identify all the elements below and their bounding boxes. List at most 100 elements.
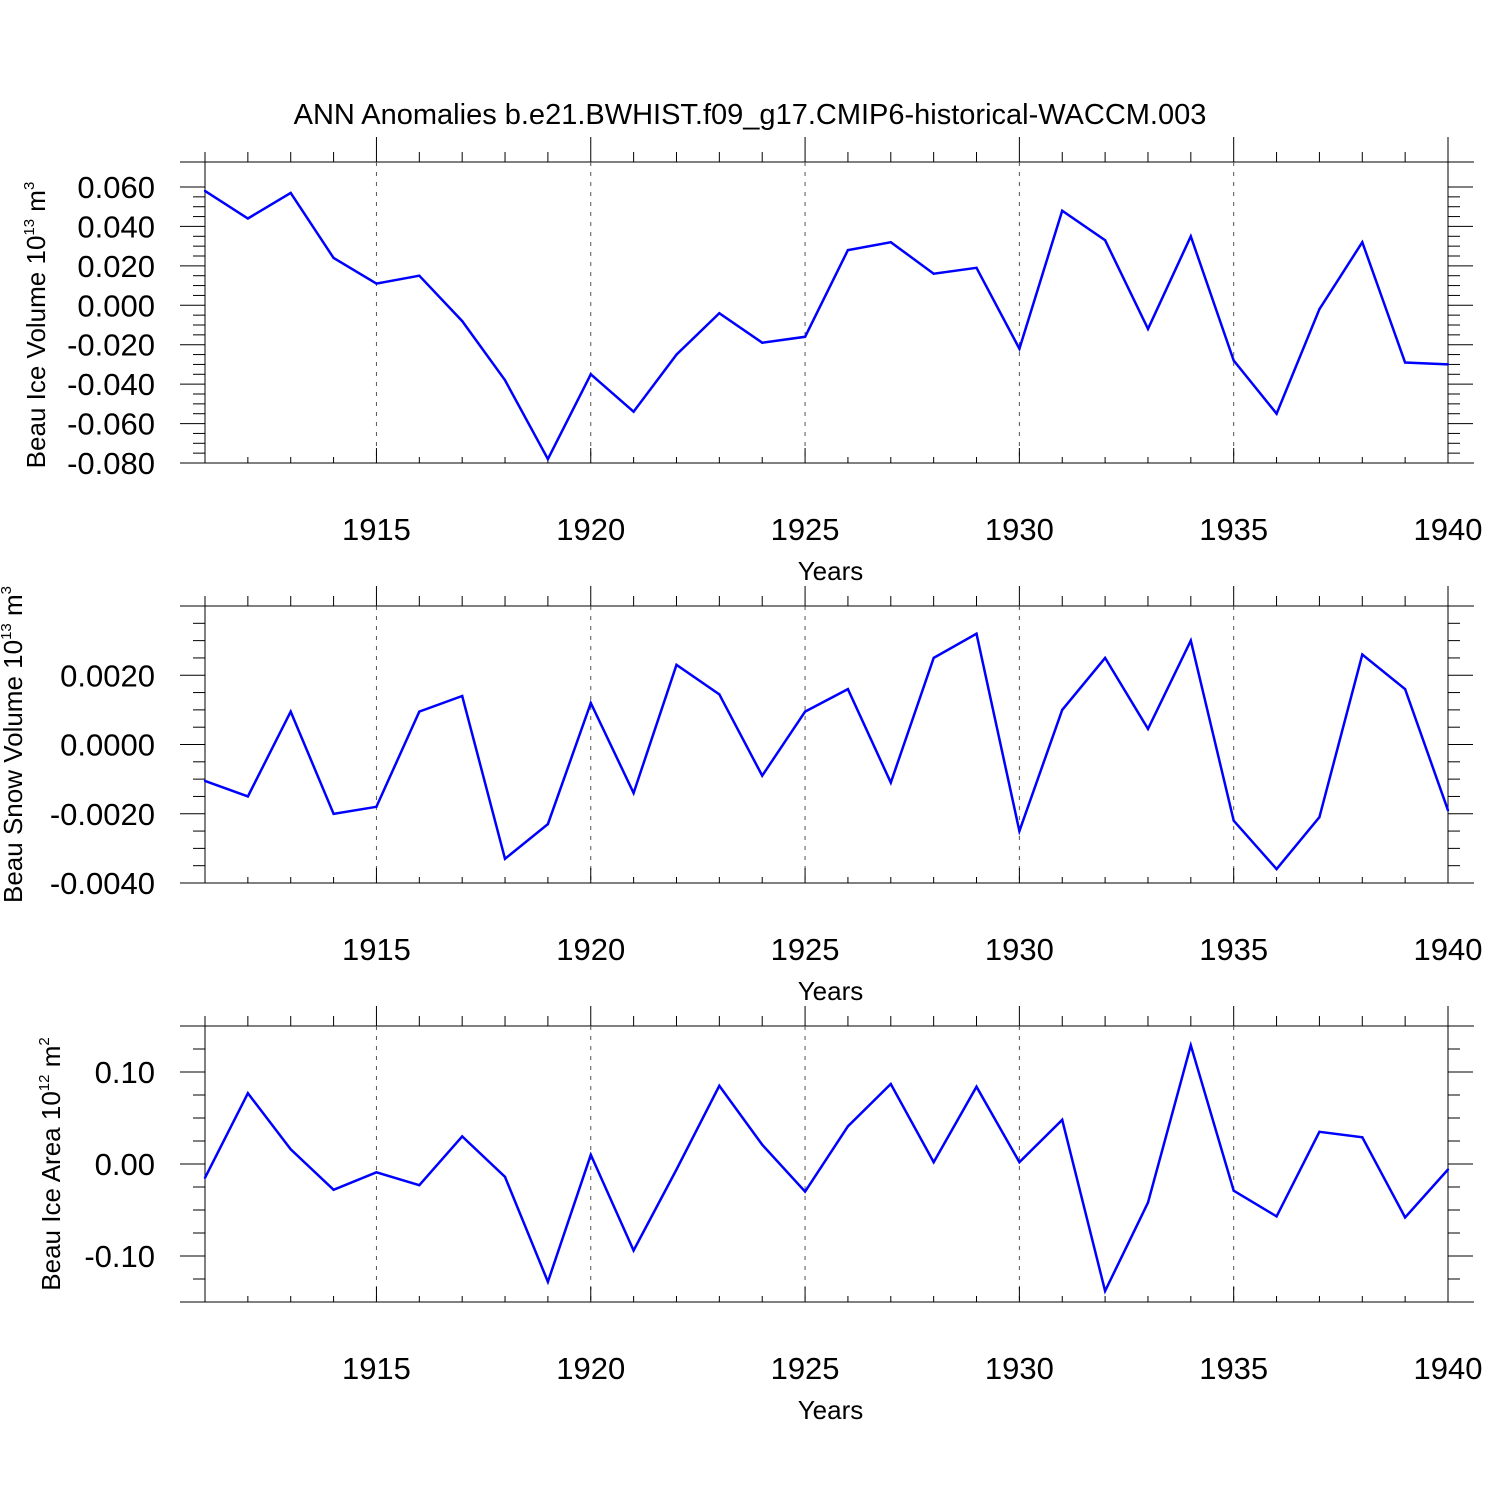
series-line: [203, 1040, 1449, 1295]
x-tick-label: 1935: [1199, 512, 1268, 547]
data-point: [1361, 1136, 1364, 1139]
data-point: [1061, 1118, 1064, 1122]
y-tick-label: 0.00: [95, 1147, 155, 1182]
data-point: [1361, 241, 1364, 244]
y-tick-label: 0.020: [77, 249, 155, 284]
data-point: [203, 1176, 207, 1180]
data-point: [246, 1091, 250, 1095]
panels: -0.080 -0.060 -0.040 -0.020 0.000 0.020 0.040 0…: [0, 137, 1482, 1425]
data-point: [1018, 1160, 1021, 1164]
data-point: [289, 191, 292, 195]
data-point: [589, 701, 592, 705]
data-point: [1018, 829, 1021, 833]
data-point: [203, 779, 207, 783]
x-tick-label: 1915: [342, 1351, 411, 1386]
data-point: [1146, 727, 1150, 731]
figure-title: ANN Anomalies b.e21.BWHIST.f09_g17.CMIP6…: [294, 99, 1207, 131]
data-point: [1318, 1130, 1321, 1134]
data-point: [632, 791, 635, 795]
data-point: [246, 217, 250, 220]
data-point: [1275, 1215, 1278, 1218]
y-axis-title: Beau Ice Volume 1013 m3: [21, 182, 51, 469]
data-point: [503, 1175, 507, 1179]
series-line: [204, 631, 1450, 872]
y-axis-title: Beau Ice Area 1012 m2: [36, 1037, 66, 1290]
x-tick-label: 1940: [1414, 932, 1483, 967]
data-point: [932, 272, 935, 275]
data-point: [1232, 1189, 1235, 1192]
data-point: [503, 379, 507, 382]
data-point: [375, 805, 378, 809]
y-tick-label: -0.060: [67, 407, 155, 442]
data-point: [632, 410, 635, 413]
data-point: [1361, 653, 1364, 656]
x-tick-label: 1935: [1199, 932, 1268, 967]
data-point: [718, 1084, 721, 1088]
data-point: [632, 1249, 635, 1252]
data-point: [889, 1082, 892, 1086]
data-point: [803, 335, 807, 339]
data-point: [375, 282, 378, 285]
panel-2: -0.0040 -0.0020 0.0000 0.0020 1915 1920 1925 19…: [0, 586, 1482, 1006]
x-tick-label: 1925: [771, 1351, 840, 1386]
x-tick-label: 1935: [1199, 1351, 1268, 1386]
data-point: [932, 656, 935, 660]
data-point: [1146, 1201, 1150, 1204]
x-tick-label: 1915: [342, 932, 411, 967]
data-point: [889, 241, 892, 244]
data-point: [546, 822, 550, 826]
data-point: [289, 1148, 292, 1151]
data-point: [761, 341, 764, 344]
data-point: [418, 1183, 421, 1187]
data-point: [418, 274, 421, 277]
data-point: [1103, 239, 1107, 242]
data-point: [675, 663, 678, 667]
data-point: [203, 189, 207, 193]
data-point: [460, 694, 464, 698]
data-point: [1446, 1168, 1450, 1171]
data-point: [889, 781, 892, 784]
data-point: [975, 1085, 978, 1088]
data-point: [460, 319, 464, 323]
data-point: [975, 632, 978, 635]
data-point: [1403, 361, 1407, 364]
y-tick-label: 0.000: [77, 288, 155, 323]
data-point: [1189, 1044, 1193, 1047]
data-point: [1275, 867, 1278, 871]
x-axis-title: Years: [798, 556, 864, 586]
y-axis-title: Beau Snow Volume 1013 m3: [0, 586, 28, 903]
data-point: [761, 1143, 764, 1146]
data-point: [1018, 347, 1021, 350]
data-point: [1146, 327, 1150, 331]
data-point: [546, 457, 550, 461]
data-point: [1446, 363, 1450, 366]
y-tick-label: 0.0020: [60, 658, 155, 693]
x-tick-label: 1930: [985, 932, 1054, 967]
data-point: [932, 1160, 935, 1164]
data-point: [1189, 235, 1193, 238]
x-tick-label: 1940: [1414, 1351, 1483, 1386]
y-tick-label: -0.10: [84, 1239, 155, 1274]
data-point: [846, 687, 850, 691]
data-point: [503, 857, 507, 860]
y-tick-label: -0.080: [67, 446, 155, 481]
data-point: [1232, 819, 1235, 822]
data-point: [1403, 1216, 1407, 1219]
data-point: [803, 1190, 807, 1193]
data-point: [846, 1125, 850, 1128]
data-point: [675, 1168, 678, 1171]
data-point: [1232, 359, 1235, 362]
data-point: [460, 1135, 464, 1138]
data-point: [718, 311, 721, 315]
y-tick-label: -0.040: [67, 367, 155, 402]
y-tick-label: 0.0000: [60, 728, 155, 763]
x-axis-title: Years: [798, 1395, 864, 1425]
y-tick-label: 0.060: [77, 170, 155, 205]
data-point: [975, 266, 978, 270]
x-tick-label: 1920: [556, 512, 625, 547]
x-tick-label: 1920: [556, 1351, 625, 1386]
data-point: [803, 710, 807, 713]
data-point: [846, 248, 850, 252]
data-point: [332, 812, 335, 815]
